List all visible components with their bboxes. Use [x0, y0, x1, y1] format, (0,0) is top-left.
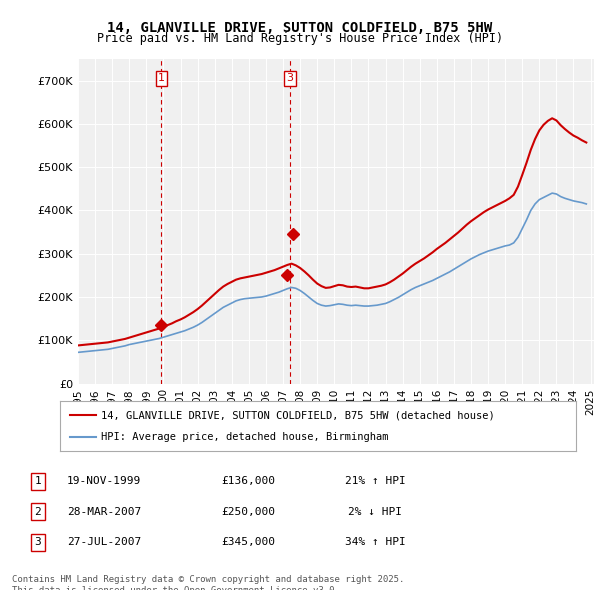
- Text: HPI: Average price, detached house, Birmingham: HPI: Average price, detached house, Birm…: [101, 432, 389, 442]
- Text: 2% ↓ HPI: 2% ↓ HPI: [348, 507, 402, 517]
- Text: 3: 3: [35, 537, 41, 548]
- Text: £345,000: £345,000: [221, 537, 275, 548]
- Text: 2: 2: [35, 507, 41, 517]
- Text: 19-NOV-1999: 19-NOV-1999: [67, 476, 141, 486]
- Text: 34% ↑ HPI: 34% ↑ HPI: [344, 537, 405, 548]
- Text: 21% ↑ HPI: 21% ↑ HPI: [344, 476, 405, 486]
- Text: 28-MAR-2007: 28-MAR-2007: [67, 507, 141, 517]
- Text: £136,000: £136,000: [221, 476, 275, 486]
- Text: 27-JUL-2007: 27-JUL-2007: [67, 537, 141, 548]
- Text: 1: 1: [158, 74, 165, 83]
- Text: 14, GLANVILLE DRIVE, SUTTON COLDFIELD, B75 5HW (detached house): 14, GLANVILLE DRIVE, SUTTON COLDFIELD, B…: [101, 410, 495, 420]
- Text: 3: 3: [286, 74, 293, 83]
- Text: Contains HM Land Registry data © Crown copyright and database right 2025.
This d: Contains HM Land Registry data © Crown c…: [12, 575, 404, 590]
- Text: 14, GLANVILLE DRIVE, SUTTON COLDFIELD, B75 5HW: 14, GLANVILLE DRIVE, SUTTON COLDFIELD, B…: [107, 21, 493, 35]
- Text: £250,000: £250,000: [221, 507, 275, 517]
- Text: 1: 1: [35, 476, 41, 486]
- Text: Price paid vs. HM Land Registry's House Price Index (HPI): Price paid vs. HM Land Registry's House …: [97, 32, 503, 45]
